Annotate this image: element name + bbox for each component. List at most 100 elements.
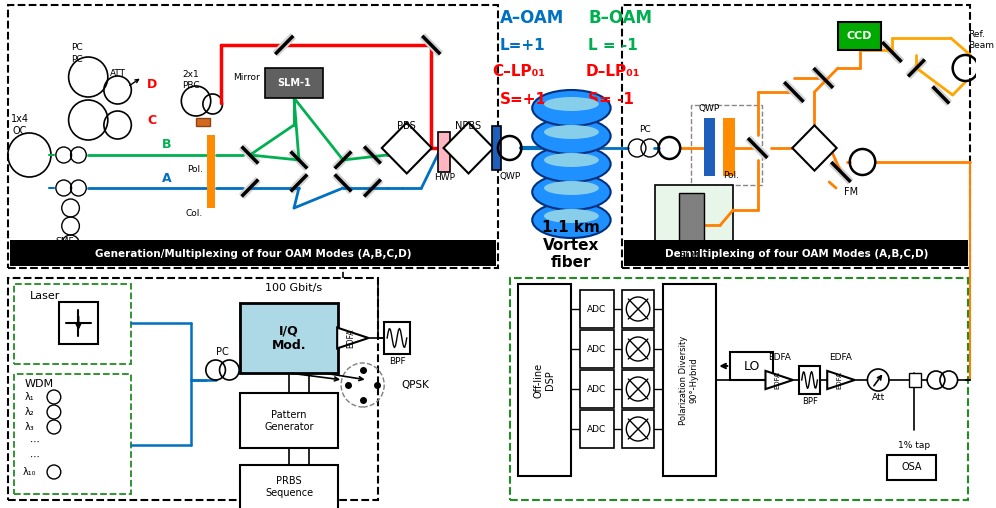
- Bar: [581, 410, 614, 448]
- Bar: [838, 22, 881, 50]
- Bar: [384, 322, 409, 354]
- Bar: [622, 5, 970, 268]
- Text: LO: LO: [744, 360, 760, 372]
- Text: SLM-1: SLM-1: [277, 78, 311, 88]
- Bar: [622, 370, 653, 408]
- Text: A–OAM: A–OAM: [500, 9, 564, 27]
- Bar: [59, 302, 98, 344]
- Text: ADC: ADC: [588, 344, 607, 354]
- Ellipse shape: [544, 209, 599, 223]
- Bar: [207, 168, 215, 208]
- Text: PC: PC: [71, 43, 83, 51]
- Text: PC: PC: [71, 55, 83, 65]
- Text: Off-line
DSP: Off-line DSP: [533, 362, 555, 398]
- Text: PC: PC: [216, 347, 229, 357]
- Text: 1x4
OC: 1x4 OC: [11, 114, 29, 136]
- Polygon shape: [792, 125, 837, 171]
- Text: ADC: ADC: [588, 385, 607, 394]
- Text: EDFA: EDFA: [836, 371, 842, 389]
- Text: λ₂: λ₂: [25, 407, 34, 417]
- Text: BPF: BPF: [388, 357, 405, 365]
- Text: EDFA: EDFA: [774, 371, 780, 389]
- Ellipse shape: [532, 174, 611, 210]
- Text: Pattern
Generator: Pattern Generator: [264, 410, 314, 432]
- Bar: [581, 370, 614, 408]
- Text: HWP: HWP: [434, 173, 455, 181]
- Ellipse shape: [544, 125, 599, 139]
- Text: PC: PC: [639, 125, 650, 135]
- Bar: [691, 105, 762, 185]
- Text: I/Q
Mod.: I/Q Mod.: [272, 324, 307, 352]
- Bar: [723, 118, 735, 176]
- Text: Demultiplexing of four OAM Modes (A,B,C,D): Demultiplexing of four OAM Modes (A,B,C,…: [664, 249, 928, 259]
- Text: ⋯: ⋯: [30, 437, 39, 447]
- Text: QWP: QWP: [500, 172, 521, 180]
- Bar: [662, 284, 716, 476]
- Bar: [887, 455, 936, 480]
- Polygon shape: [443, 122, 493, 173]
- Bar: [581, 330, 614, 368]
- Bar: [196, 118, 210, 126]
- Text: EDFA: EDFA: [768, 354, 791, 363]
- Text: S= -1: S= -1: [588, 91, 633, 107]
- Text: A: A: [161, 172, 171, 184]
- Text: S=+1: S=+1: [500, 91, 547, 107]
- Text: Ref.
Beam: Ref. Beam: [968, 30, 994, 50]
- Polygon shape: [381, 122, 431, 173]
- Text: EDFA: EDFA: [347, 328, 356, 348]
- Text: L = -1: L = -1: [588, 38, 637, 52]
- Text: OSA: OSA: [901, 462, 921, 472]
- Bar: [799, 366, 821, 394]
- Text: C: C: [147, 113, 156, 126]
- Bar: [679, 193, 704, 241]
- Ellipse shape: [532, 90, 611, 126]
- Text: C–LP₀₁: C–LP₀₁: [492, 65, 545, 79]
- Bar: [908, 373, 921, 387]
- Text: Col.: Col.: [185, 208, 203, 217]
- Text: NPBS: NPBS: [455, 121, 481, 131]
- Bar: [654, 185, 733, 250]
- Bar: [622, 330, 653, 368]
- Text: Generation/Multiplexing of four OAM Modes (A,B,C,D): Generation/Multiplexing of four OAM Mode…: [95, 249, 411, 259]
- Bar: [8, 5, 498, 268]
- Polygon shape: [828, 371, 855, 389]
- Ellipse shape: [532, 146, 611, 182]
- Polygon shape: [766, 371, 793, 389]
- Text: Polarization Diversity
90°-Hybrid: Polarization Diversity 90°-Hybrid: [679, 335, 699, 425]
- Bar: [207, 135, 215, 175]
- Text: D: D: [146, 78, 157, 90]
- Text: ADC: ADC: [588, 425, 607, 433]
- Bar: [624, 240, 968, 266]
- Text: Laser: Laser: [30, 291, 60, 301]
- Ellipse shape: [544, 181, 599, 195]
- Text: D–LP₀₁: D–LP₀₁: [586, 65, 640, 79]
- Bar: [704, 118, 715, 176]
- Text: B: B: [162, 139, 171, 151]
- Bar: [14, 374, 131, 494]
- Text: B–OAM: B–OAM: [588, 9, 652, 27]
- Bar: [8, 278, 378, 500]
- Bar: [730, 352, 773, 380]
- Text: WDM: WDM: [25, 379, 54, 389]
- Text: Mirror: Mirror: [233, 74, 260, 82]
- Text: PBS: PBS: [397, 121, 416, 131]
- Text: BPF: BPF: [802, 397, 818, 405]
- Bar: [265, 68, 324, 98]
- Text: QPSK: QPSK: [401, 380, 429, 390]
- Text: SLM-2: SLM-2: [679, 252, 709, 262]
- Text: FM: FM: [844, 187, 858, 197]
- Text: ⋯: ⋯: [30, 452, 39, 462]
- Bar: [240, 303, 338, 373]
- Bar: [14, 284, 131, 364]
- Bar: [492, 126, 501, 170]
- Text: ADC: ADC: [588, 304, 607, 313]
- Ellipse shape: [532, 202, 611, 238]
- Bar: [10, 240, 496, 266]
- Text: L=+1: L=+1: [500, 38, 546, 52]
- Text: ATT: ATT: [110, 70, 125, 79]
- Bar: [518, 284, 572, 476]
- Text: λ₁: λ₁: [25, 392, 34, 402]
- Bar: [510, 278, 968, 500]
- Bar: [438, 132, 450, 172]
- Ellipse shape: [544, 97, 599, 111]
